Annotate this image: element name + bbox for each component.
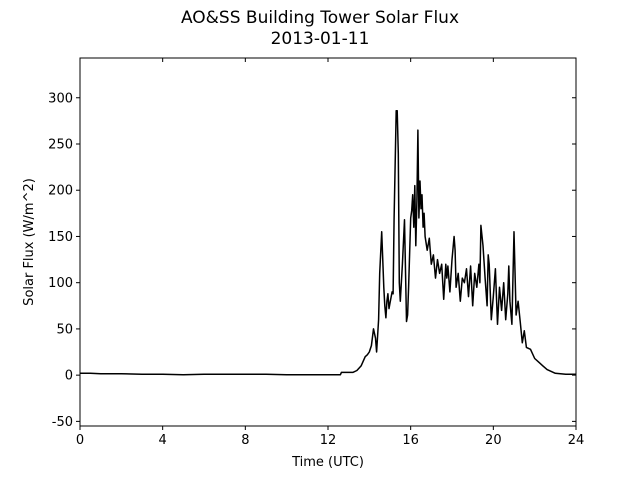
y-tick-label: 300 <box>48 91 73 106</box>
y-tick-label: 200 <box>48 184 73 199</box>
x-tick-label: 24 <box>568 433 585 448</box>
y-axis-label: Solar Flux (W/m^2) <box>22 178 37 306</box>
x-tick-label: 16 <box>402 433 419 448</box>
x-tick-label: 12 <box>320 433 337 448</box>
chart-subtitle: 2013-01-11 <box>270 29 370 49</box>
x-tick-label: 8 <box>241 433 249 448</box>
x-tick-label: 20 <box>485 433 502 448</box>
y-tick-label: 50 <box>56 322 73 337</box>
chart-title: AO&SS Building Tower Solar Flux <box>180 8 460 28</box>
y-tick-label: 0 <box>65 369 73 384</box>
y-tick-label: 150 <box>48 230 73 245</box>
plot-frame <box>79 57 577 427</box>
y-tick-label: 250 <box>48 137 73 152</box>
y-tick-label: -50 <box>52 415 73 430</box>
y-tick-label: 100 <box>48 276 73 291</box>
x-axis-label: Time (UTC) <box>291 455 364 470</box>
plot-data-layer <box>80 109 576 376</box>
x-tick-label: 0 <box>76 433 84 448</box>
x-tick-label: 4 <box>159 433 167 448</box>
series-line-0 <box>80 109 576 376</box>
